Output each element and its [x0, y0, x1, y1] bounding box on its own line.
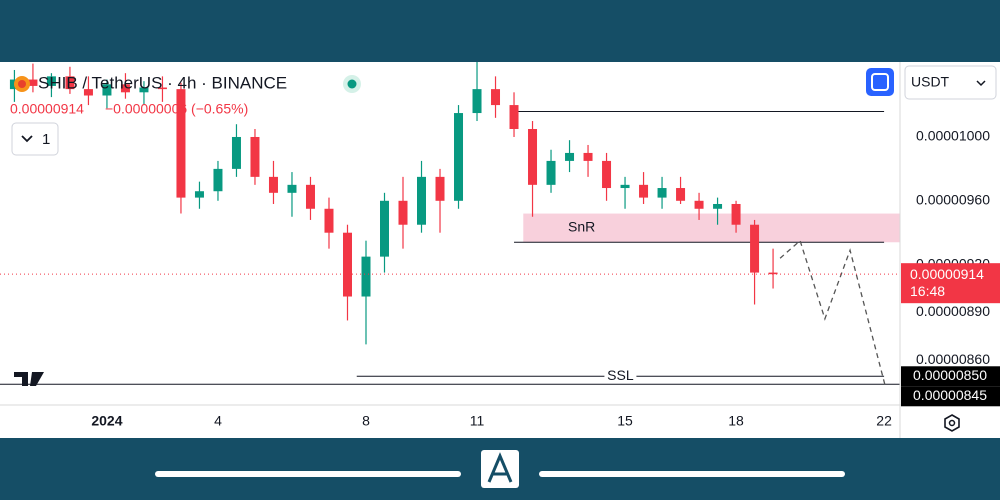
snr-zone	[523, 213, 900, 243]
plot: SnR SSL	[0, 62, 900, 387]
x-tick-label: 22	[876, 413, 892, 429]
app-logo	[487, 452, 513, 483]
candle-body	[28, 79, 38, 86]
snr-label: SnR	[568, 219, 595, 235]
candle-body	[731, 203, 741, 225]
y-tick-label: 0.00001000	[916, 128, 990, 144]
settings-icon-center	[948, 419, 956, 427]
candle-body	[583, 152, 593, 161]
candle-body	[65, 76, 75, 90]
candle-body	[102, 84, 112, 96]
candle-body	[417, 176, 427, 225]
candle-body	[268, 176, 278, 193]
candle-body	[657, 188, 667, 198]
candle-body	[713, 203, 723, 209]
coin-icon-inner	[18, 80, 26, 88]
candle-body	[768, 272, 778, 275]
candle-body	[324, 208, 334, 233]
candle-body	[602, 160, 612, 189]
select-arrow	[976, 80, 986, 87]
candle-body	[46, 76, 56, 86]
symbol-title: SHIB / TetherUS · 4h · BINANCE	[38, 73, 287, 92]
x-tick-label: 2024	[91, 413, 122, 429]
chart-bg	[0, 62, 1000, 438]
indicator-toggle[interactable]	[11, 122, 59, 156]
top-bar	[0, 0, 1000, 62]
status-dot	[347, 79, 357, 89]
candle-body	[139, 87, 149, 93]
axis-label: 0.00000845	[913, 387, 987, 403]
candle-body	[491, 89, 501, 106]
candle-body	[620, 184, 630, 189]
nav-bar-right	[539, 471, 845, 477]
level-label: SSL	[607, 367, 634, 383]
candle-body	[565, 152, 575, 161]
x-tick-label: 11	[470, 413, 485, 429]
y-tick-label: 0.00000890	[916, 303, 990, 319]
candle-body	[176, 89, 186, 198]
candle-body	[509, 105, 519, 130]
price-tag-value: 0.00000914	[910, 266, 984, 282]
fullscreen-icon	[871, 73, 889, 91]
candle-body	[676, 188, 686, 201]
candle-body	[250, 136, 260, 177]
candle-body	[694, 200, 704, 209]
price-tag-time: 16:48	[910, 283, 945, 299]
y-tick-label: 0.00000860	[916, 351, 990, 367]
tv-logo	[14, 372, 44, 386]
candle-body	[435, 176, 445, 201]
toggle-count: 1	[42, 131, 50, 148]
nav-bar-left	[155, 471, 461, 477]
axis-label-box	[901, 366, 1000, 387]
candle-body	[213, 168, 223, 192]
axis-label: 0.00000850	[913, 367, 987, 383]
candle-body	[157, 87, 167, 90]
candle-body	[398, 200, 408, 225]
price-tag	[901, 263, 1000, 304]
x-tick-label: 4	[214, 413, 222, 429]
last-price: 0.00000914	[10, 101, 84, 117]
candle-body	[472, 89, 482, 114]
price-change: −0.00000006 (−0.65%)	[105, 101, 248, 117]
candle-body	[379, 200, 389, 257]
candle-body	[750, 224, 760, 273]
x-tick-label: 8	[362, 413, 370, 429]
candle-body	[287, 184, 297, 193]
x-tick-label: 15	[617, 413, 633, 429]
candle-body	[639, 184, 649, 198]
x-tick-label: 18	[728, 413, 744, 429]
candle-body	[231, 136, 241, 169]
settings-icon[interactable]	[944, 414, 960, 432]
axis-label-box	[901, 386, 1000, 407]
fullscreen-button[interactable]	[866, 68, 894, 96]
candle-body	[194, 191, 204, 198]
candle-body	[305, 184, 315, 209]
currency-label: USDT	[911, 74, 950, 90]
currency-select[interactable]	[904, 65, 997, 100]
level-label-bg	[604, 368, 637, 385]
chevron-icon	[21, 135, 33, 143]
projection-path	[779, 239, 886, 387]
y-tick-label: 0.00000960	[916, 191, 990, 207]
candle-body	[361, 256, 371, 297]
candle-body	[342, 232, 352, 297]
candle-body	[546, 160, 556, 185]
candle-body	[454, 113, 464, 201]
candle-body	[528, 129, 538, 185]
candle-body	[120, 84, 130, 93]
candle-body	[83, 89, 93, 96]
